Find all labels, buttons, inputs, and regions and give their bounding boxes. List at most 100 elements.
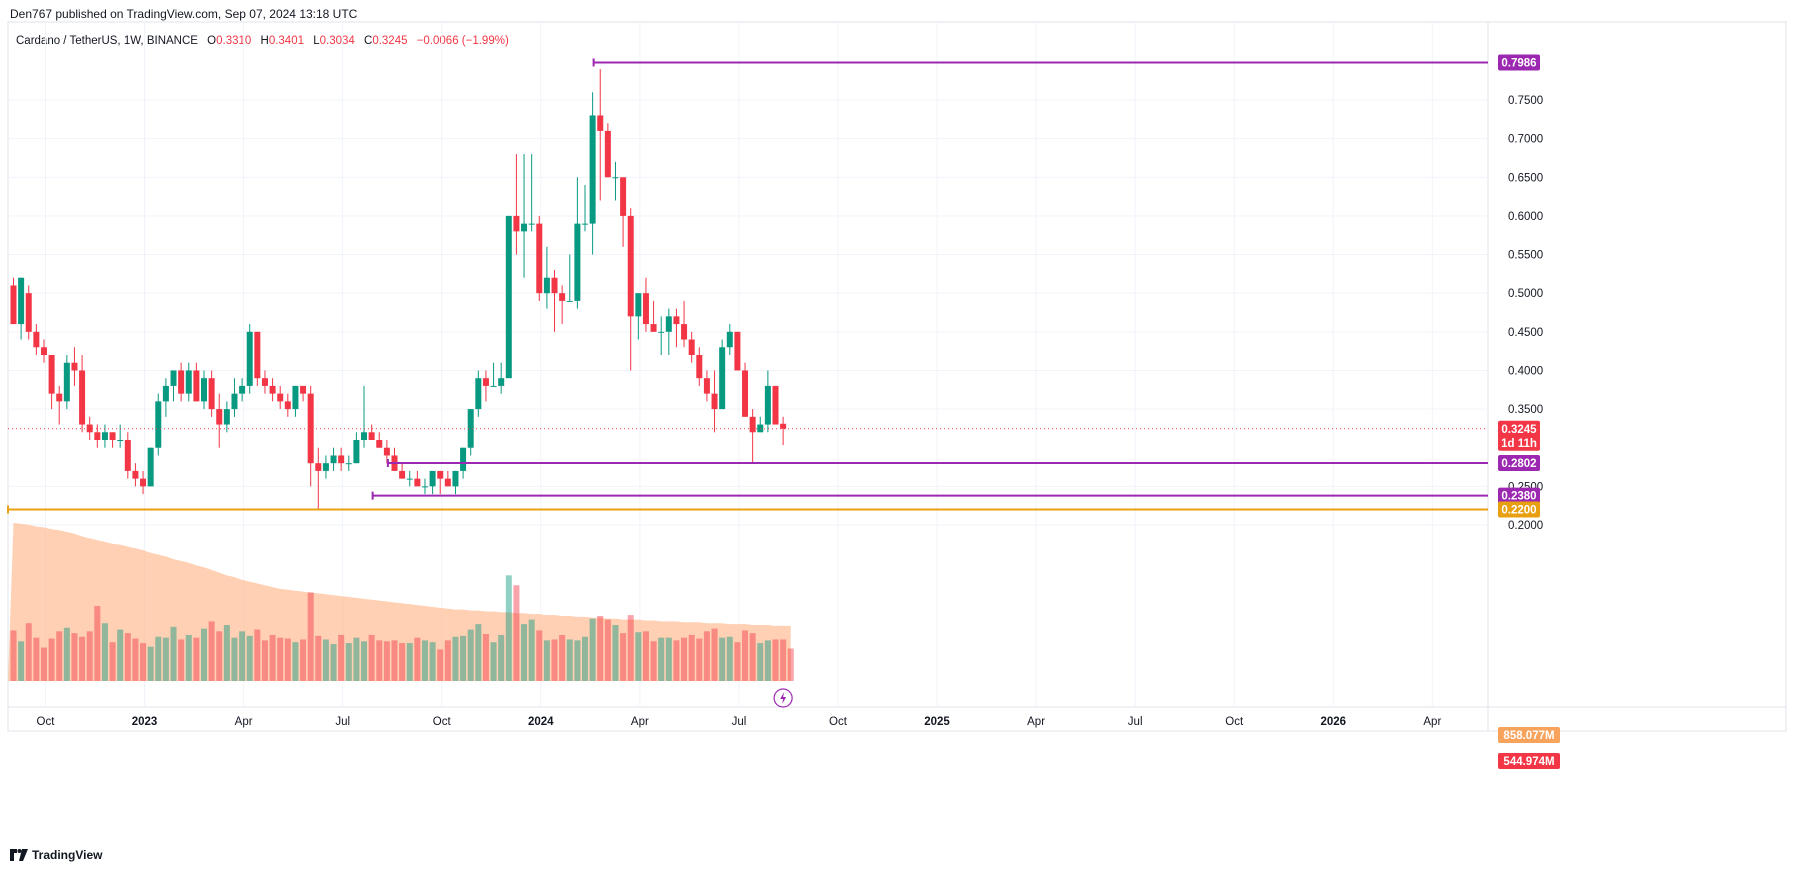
volume-bar [117,629,124,681]
candle-body [368,432,375,440]
candle-body [33,331,40,348]
candle-body [223,409,230,425]
candle-body [71,362,78,371]
volume-bar [63,627,70,681]
volume-bar [475,624,482,681]
volume-bar [185,634,192,681]
tradingview-logo[interactable]: TradingView [10,848,102,862]
volume-bar [368,634,375,681]
open-value: 0.3310 [216,35,252,47]
volume-bar [726,636,733,681]
y-tick-label: 0.5000 [1508,288,1543,300]
close-label: C [364,35,373,47]
candle-body [703,378,710,394]
volume-bar [361,641,368,681]
candle-body [452,470,459,487]
y-tick-label: 0.7000 [1508,134,1543,146]
candle-body [94,432,101,440]
candle-body [574,223,581,301]
volume-bar [521,624,528,681]
level-badge [1498,487,1540,504]
candle-body [482,378,489,386]
volume-bar [40,647,47,681]
candle-body [711,393,718,410]
y-tick-label: 0.2000 [1508,520,1543,532]
candle-body [582,223,588,225]
x-tick-label: 2024 [528,716,554,728]
candle-body [551,277,558,294]
candle-body [239,385,246,394]
high-value: 0.3401 [268,35,304,47]
candle-body [10,285,17,325]
volume-bar [208,621,215,681]
candle-body [208,378,215,410]
candle-body [543,277,550,294]
volume-bar [604,619,611,681]
x-tick-label: Apr [235,716,253,728]
footer-brand: TradingView [32,848,103,862]
candle-body [155,401,162,448]
low-label: L [313,35,320,47]
volume-bar [772,639,779,681]
candle-body [414,478,421,487]
candle-body [399,470,406,479]
candle-body [261,378,268,386]
candle-body [780,423,787,429]
volume-bar [170,626,177,681]
volume-bar [627,615,634,681]
candle-body [216,409,223,425]
candle-body [604,130,611,178]
x-tick-label: Oct [829,716,848,728]
volume-bar [94,606,101,681]
volume-bar [231,637,238,681]
volume-bar [437,649,444,681]
volume-bar [376,640,383,681]
x-tick-label: Jul [1128,716,1143,728]
volume-bar [597,615,604,681]
candle-body [40,347,47,355]
candle-body [18,277,25,325]
volume-bar [414,637,421,681]
candle-body [63,362,70,402]
volume-bar [536,630,543,681]
volume-bar [582,636,588,681]
candle-body [627,215,634,317]
x-tick-label: Oct [37,716,56,728]
symbol-legend: Cardano / TetherUS, 1W, BINANCE O0.3310 … [16,35,509,47]
volume-bar [612,625,619,681]
last-price-badge [1498,420,1540,451]
candle-body [764,385,771,425]
candle-body [406,478,413,480]
x-tick-label: Apr [1423,716,1441,728]
volume-bar [574,640,581,681]
level-badge [1498,501,1540,518]
volume-bar [650,641,657,681]
candle-body [147,447,154,487]
volume-bar [589,618,596,681]
volume-bar [696,638,703,681]
candle-body [193,370,200,402]
candle-body [140,478,147,487]
y-tick-label: 0.4500 [1508,327,1543,339]
grid-lines [7,21,1787,732]
volume-ma-area [8,522,791,681]
volume-bar [147,646,154,681]
candle-body [437,470,444,479]
candle-body [673,316,680,325]
candle-body [231,393,238,410]
volume-bar [688,634,695,681]
candle-body [322,463,329,471]
level-badge [1498,54,1540,71]
candle-body [536,223,543,294]
candle-body [513,215,520,232]
volume-last-label: 544.974M [1503,756,1554,768]
volume-bar [444,640,451,681]
candle-body [620,177,627,216]
candle-body [345,463,352,465]
candle-body [162,385,169,402]
candle-body [201,378,207,402]
volume-bar [18,641,25,681]
volume-bar [513,585,520,681]
volume-bar [711,628,718,681]
